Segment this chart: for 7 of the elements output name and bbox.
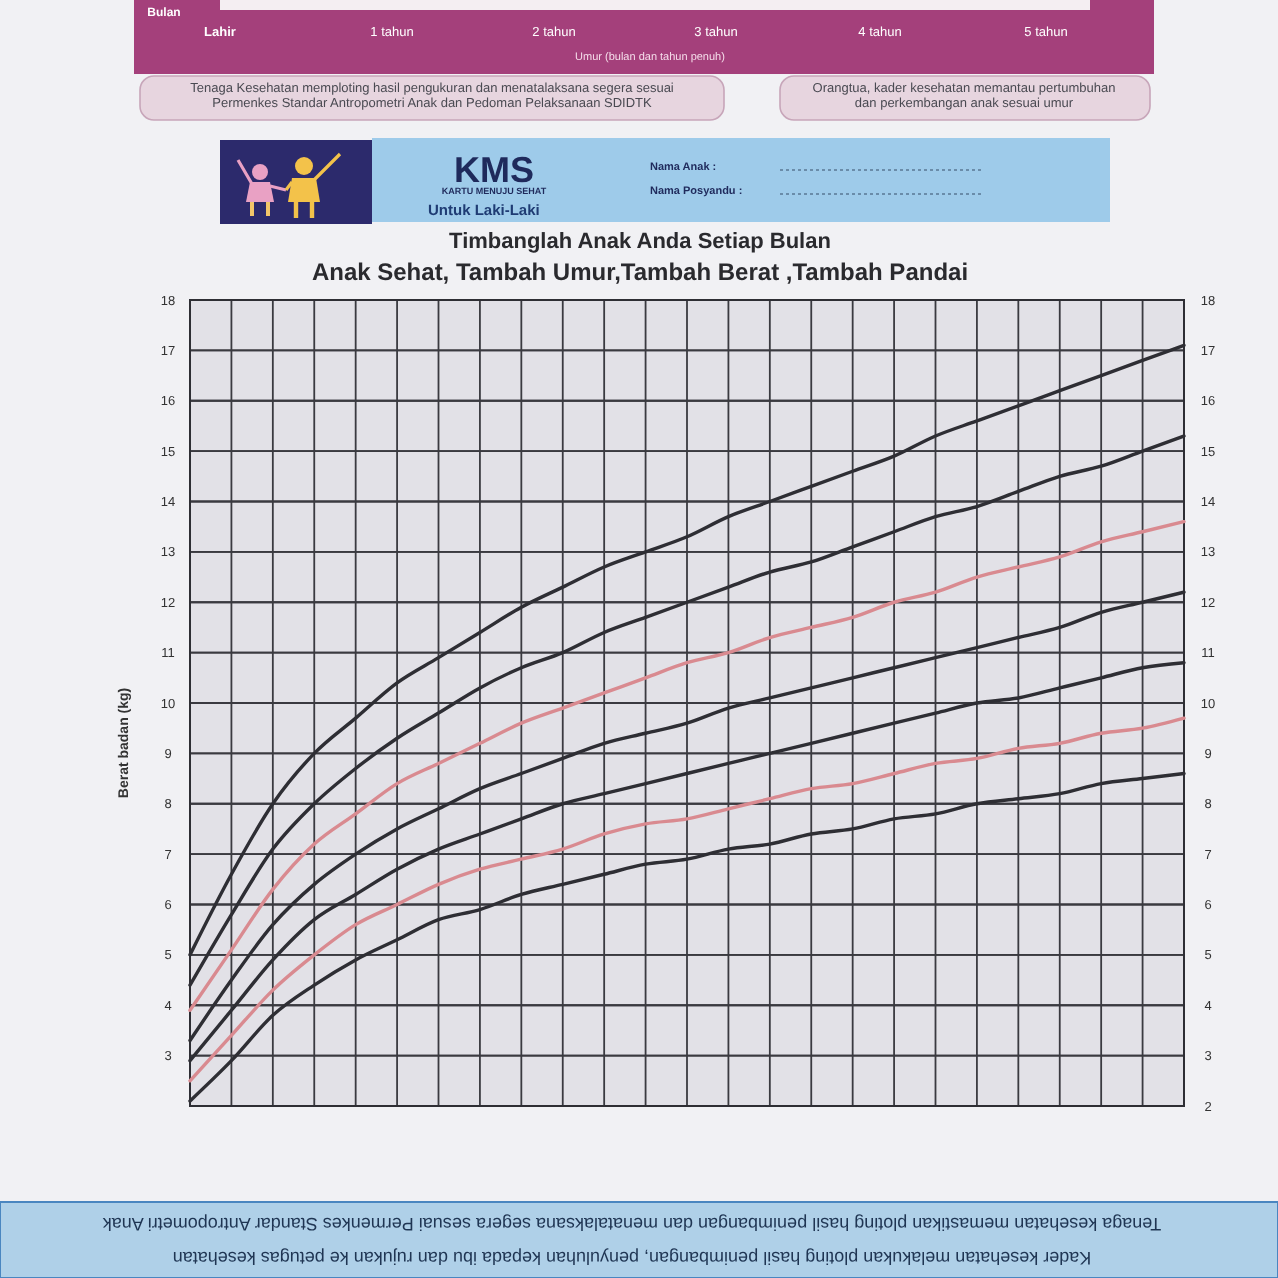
text: Kader kesehatan melakukan ploting hasil penimbangan, penyuluhan kepada ibu dan rujukan ke petugas kesehatan [172,1247,1092,1268]
text: KMS [454,150,534,190]
line-series [188,519,1186,1012]
chart-title: Timbanglah Anak Anda Setiap Bulan [449,230,832,254]
chart-subtitle: Anak Sehat, Tambah Umur,Tambah Berat ,Tambah Pandai [311,258,969,286]
line-series [188,716,1186,1083]
text: Tenaga kesehatan memastikan ploting hasil penimbangan dan menatalaksana segera sesuai Permenkes Standar Antropometri Anak [101,1213,1162,1234]
